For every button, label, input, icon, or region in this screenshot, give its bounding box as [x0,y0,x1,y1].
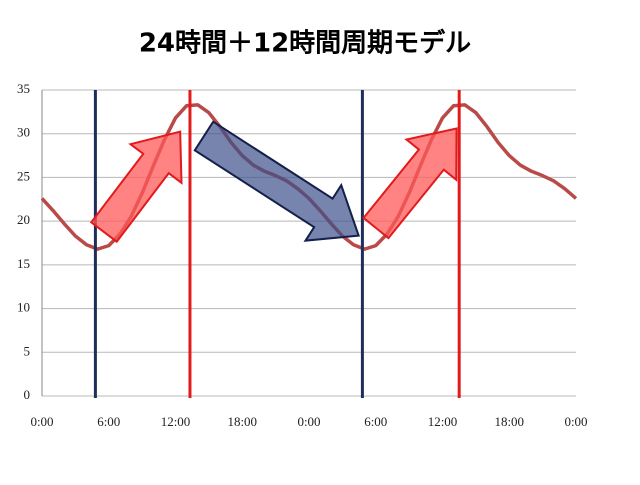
x-tick-label: 12:00 [161,414,191,429]
y-tick-label: 10 [17,300,30,315]
x-tick-label: 0:00 [297,414,320,429]
grid: 0 5 10 15 20 25 30 35 0:00 6:00 12:00 18:00 0:00 6:00… [17,81,588,429]
rise-arrow [362,127,458,240]
chart-title: 24時間＋12時間周期モデル [139,28,471,59]
arrows [89,120,458,244]
y-tick-label: 30 [17,125,30,140]
rise-arrow [89,130,183,244]
y-tick-label: 35 [17,81,30,96]
y-tick-label: 5 [24,343,31,358]
x-tick-label: 18:00 [227,414,257,429]
x-tick-label: 0:00 [564,414,587,429]
x-tick-label: 18:00 [494,414,524,429]
x-tick-label: 0:00 [30,414,53,429]
x-tick-label: 12:00 [428,414,458,429]
fall-arrow [193,120,361,242]
y-tick-label: 25 [17,168,30,183]
y-tick-label: 0 [24,387,31,402]
x-tick-label: 6:00 [364,414,387,429]
y-tick-label: 20 [17,212,30,227]
x-tick-label: 6:00 [97,414,120,429]
y-tick-label: 15 [17,256,30,271]
